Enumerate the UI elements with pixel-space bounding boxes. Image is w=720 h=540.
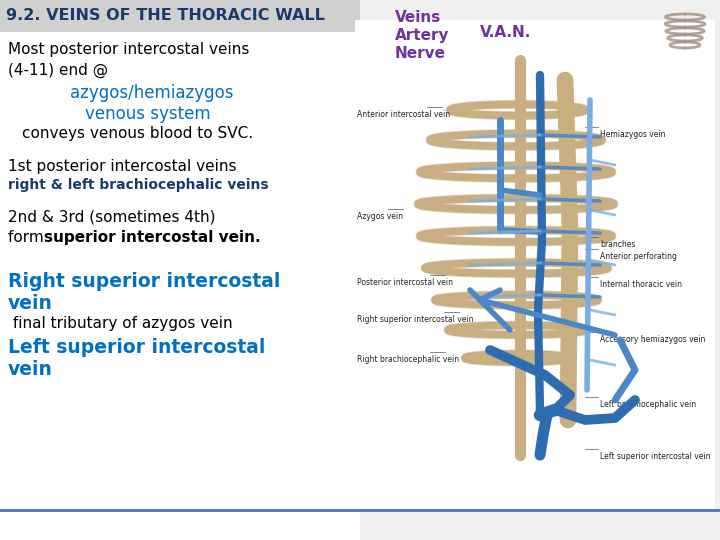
- Text: Anterior intercostal vein: Anterior intercostal vein: [357, 110, 450, 119]
- Text: Left superior intercostal vein: Left superior intercostal vein: [600, 452, 711, 461]
- Text: Anterior perforating: Anterior perforating: [600, 252, 677, 261]
- Text: Internal thoracic vein: Internal thoracic vein: [600, 280, 682, 289]
- Text: vein: vein: [8, 360, 53, 379]
- Text: Nerve: Nerve: [395, 46, 446, 61]
- Text: form: form: [8, 230, 49, 245]
- Text: Accessory hemiazygos vein: Accessory hemiazygos vein: [600, 335, 706, 344]
- Text: (4-11) end @: (4-11) end @: [8, 63, 108, 78]
- Text: 1st posterior intercostal veins: 1st posterior intercostal veins: [8, 159, 236, 174]
- Text: Left superior intercostal: Left superior intercostal: [8, 338, 266, 357]
- Text: branches: branches: [600, 240, 635, 249]
- Text: Artery: Artery: [395, 28, 449, 43]
- Text: Hemiazygos vein: Hemiazygos vein: [600, 130, 665, 139]
- Text: Azygos vein: Azygos vein: [357, 212, 403, 221]
- FancyBboxPatch shape: [0, 0, 360, 32]
- Text: 2nd & 3rd (sometimes 4th): 2nd & 3rd (sometimes 4th): [8, 209, 215, 224]
- Text: venous system: venous system: [85, 105, 211, 123]
- Text: Right superior intercostal vein: Right superior intercostal vein: [357, 315, 474, 324]
- Text: Right brachiocephalic vein: Right brachiocephalic vein: [357, 355, 459, 364]
- Text: Most posterior intercostal veins: Most posterior intercostal veins: [8, 42, 249, 57]
- Text: 9.2. VEINS OF THE THORACIC WALL: 9.2. VEINS OF THE THORACIC WALL: [6, 9, 325, 24]
- Text: final tributary of azygos vein: final tributary of azygos vein: [8, 316, 233, 331]
- Text: azygos/hemiazygos: azygos/hemiazygos: [70, 84, 233, 102]
- FancyBboxPatch shape: [355, 20, 715, 510]
- Text: Posterior intercostal vein: Posterior intercostal vein: [357, 278, 453, 287]
- Text: V.A.N.: V.A.N.: [480, 25, 531, 40]
- Text: vein: vein: [8, 294, 53, 313]
- Text: conveys venous blood to SVC.: conveys venous blood to SVC.: [22, 126, 253, 141]
- Text: superior intercostal vein.: superior intercostal vein.: [44, 230, 261, 245]
- Text: right & left brachiocephalic veins: right & left brachiocephalic veins: [8, 178, 269, 192]
- Text: Veins: Veins: [395, 10, 441, 25]
- Text: Left brachiocephalic vein: Left brachiocephalic vein: [600, 400, 696, 409]
- Text: Right superior intercostal: Right superior intercostal: [8, 272, 280, 291]
- FancyBboxPatch shape: [0, 0, 360, 540]
